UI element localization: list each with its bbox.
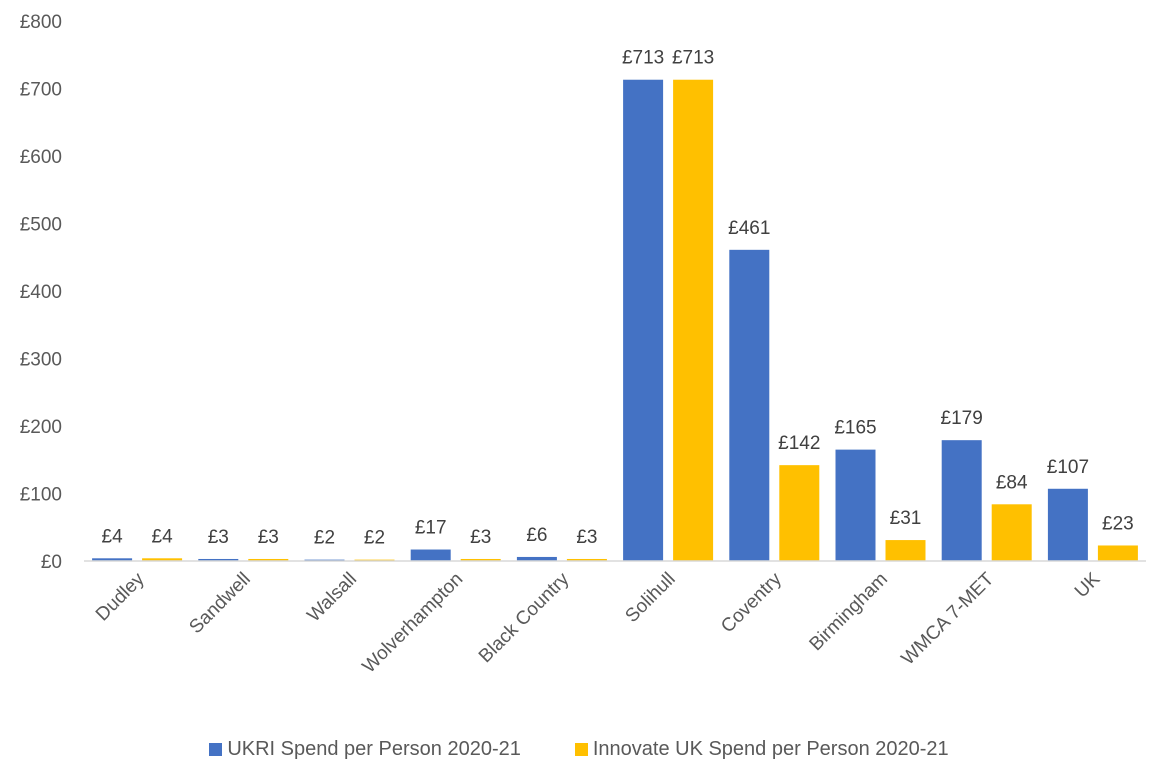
- y-tick-label: £700: [20, 80, 62, 101]
- data-label: £142: [778, 433, 820, 454]
- data-label: £31: [890, 508, 922, 529]
- data-label: £4: [102, 526, 124, 547]
- data-label: £3: [576, 527, 597, 548]
- legend-label-ukri: UKRI Spend per Person 2020-21: [227, 738, 521, 761]
- legend-swatch-ukri: [209, 743, 222, 756]
- x-tick-label: Dudley: [92, 568, 149, 625]
- x-tick-label: Black Country: [475, 568, 574, 667]
- y-tick-label: £200: [20, 417, 62, 438]
- data-label: £3: [470, 527, 491, 548]
- legend-item-innovate-uk[interactable]: Innovate UK Spend per Person 2020-21: [575, 738, 949, 760]
- y-axis-ticks: £0 £100 £200 £300 £400 £500 £600 £700 £800: [20, 12, 62, 573]
- data-label: £23: [1102, 513, 1134, 534]
- y-tick-label: £800: [20, 12, 62, 33]
- bar: [942, 440, 982, 561]
- x-tick-label: UK: [1071, 568, 1105, 602]
- y-tick-label: £400: [20, 282, 62, 303]
- data-label: £2: [314, 528, 335, 549]
- data-label: £461: [728, 218, 770, 239]
- bar-chart: £0 £100 £200 £300 £400 £500 £600 £700 £800 £4 £4 £…: [0, 0, 1158, 735]
- legend-label-innovate-uk: Innovate UK Spend per Person 2020-21: [593, 738, 949, 761]
- bar: [411, 550, 451, 561]
- y-tick-label: £600: [20, 147, 62, 168]
- bar: [992, 504, 1032, 561]
- data-label: £165: [834, 418, 876, 439]
- y-tick-label: £100: [20, 485, 62, 506]
- bar: [886, 540, 926, 561]
- y-tick-label: £300: [20, 350, 62, 371]
- bar: [836, 450, 876, 561]
- data-label: £713: [672, 48, 714, 69]
- data-label: £2: [364, 528, 385, 549]
- data-label: £107: [1047, 457, 1089, 478]
- x-tick-label: Coventry: [717, 568, 786, 637]
- x-tick-label: Birmingham: [806, 569, 893, 656]
- bar: [673, 80, 713, 561]
- bar: [729, 250, 769, 561]
- bar: [1048, 489, 1088, 561]
- legend: UKRI Spend per Person 2020-21 Innovate U…: [0, 738, 1158, 760]
- bars: [92, 80, 1138, 561]
- legend-swatch-innovate-uk: [575, 743, 588, 756]
- bar: [1098, 545, 1138, 561]
- legend-item-ukri[interactable]: UKRI Spend per Person 2020-21: [209, 738, 521, 760]
- bar: [779, 465, 819, 561]
- y-tick-label: £0: [41, 552, 62, 573]
- x-tick-label: Sandwell: [185, 569, 254, 638]
- data-label: £6: [526, 525, 547, 546]
- bar: [623, 80, 663, 561]
- x-tick-label: WMCA 7-MET: [898, 568, 999, 669]
- x-tick-label: Solihull: [621, 569, 679, 627]
- data-label: £84: [996, 472, 1028, 493]
- x-tick-label: Walsall: [303, 569, 361, 627]
- y-tick-label: £500: [20, 215, 62, 236]
- x-tick-label: Wolverhampton: [359, 569, 468, 678]
- data-label: £3: [258, 527, 279, 548]
- data-label: £3: [208, 527, 229, 548]
- data-label: £179: [941, 408, 983, 429]
- data-label: £4: [152, 526, 174, 547]
- data-label: £713: [622, 48, 664, 69]
- data-label: £17: [415, 518, 447, 539]
